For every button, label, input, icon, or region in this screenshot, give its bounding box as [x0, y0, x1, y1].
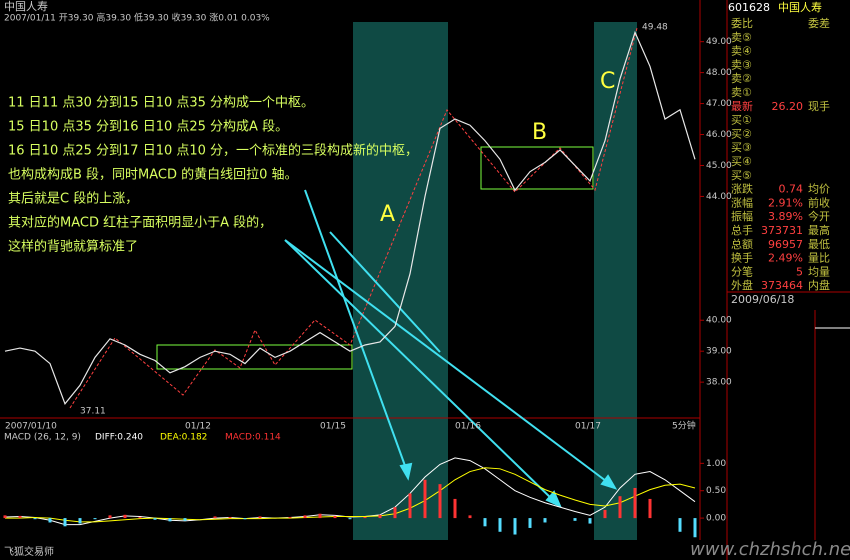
side-code: 601628: [728, 1, 770, 14]
x-tick-label: 01/16: [455, 422, 481, 432]
side-label: 均量: [808, 265, 830, 278]
annotation: 11 日11 点30 分到15 日10 点35 分构成一个中枢。: [8, 96, 314, 111]
y-tick-label: 40.00: [706, 316, 732, 326]
x-tick-label: 2007/01/10: [5, 422, 57, 432]
side-label: 买①: [731, 114, 752, 127]
side-label: 涨幅: [731, 196, 753, 209]
side-label: 今开: [808, 209, 830, 223]
side-label: 买②: [731, 127, 752, 140]
macd-title: MACD (26, 12, 9): [4, 433, 81, 443]
macd-line: [4, 457, 696, 526]
side-label: 卖①: [731, 86, 752, 99]
x-tick-label: 01/15: [320, 422, 346, 432]
y-tick-label: 39.00: [706, 347, 732, 357]
period-label: 5分钟: [672, 420, 696, 432]
side-label: 总手: [731, 223, 753, 237]
high-label: 49.48: [642, 23, 668, 33]
pivot-box: [480, 146, 594, 190]
annotation: 16 日10 点25 分到17 日10 点10 分，一个标准的三段构成新的中枢，: [8, 143, 418, 159]
side-value: 373464: [761, 279, 803, 292]
side-value: 2.49%: [768, 252, 803, 265]
y-tick-label: 1.00: [706, 459, 726, 469]
side-label: 最新: [731, 99, 753, 113]
side-label: 买④: [731, 155, 752, 168]
side-value: 373731: [761, 224, 803, 237]
annotation: 其对应的MACD 红柱子面积明显小于A 段的，: [8, 215, 272, 231]
annotation: 其后就是C 段的上涨，: [8, 191, 138, 207]
quote-info: 2007/01/11 开39.30 高39.30 低39.30 收39.30 涨…: [4, 12, 270, 24]
y-tick-label: 44.00: [706, 192, 732, 202]
side-label: 量比: [808, 252, 830, 265]
side-date: 2009/06/18: [731, 293, 794, 306]
side-label: 前收: [808, 195, 830, 209]
y-tick-label: 48.00: [706, 68, 732, 78]
price-line: [4, 30, 696, 406]
side-label: 卖⑤: [731, 31, 752, 44]
arrows: [284, 189, 618, 508]
annotation: 15 日10 点35 分到16 日10 点25 分构成A 段。: [8, 120, 288, 135]
segment-label: C: [600, 69, 615, 94]
y-tick-label: 0.00: [706, 514, 726, 524]
side-label: 最高: [808, 223, 830, 237]
side-label: 外盘: [731, 278, 753, 292]
side-value: 5: [796, 265, 803, 278]
legend-entry: DEA:0.182: [160, 433, 207, 443]
side-value: 3.89%: [768, 210, 803, 223]
y-tick-label: 49.00: [706, 37, 732, 47]
side-label: 买③: [731, 141, 752, 154]
stock-title: 中国人寿: [4, 0, 48, 13]
side-value: 96957: [768, 238, 803, 251]
side-value: 2.91%: [768, 196, 803, 209]
annotation: 这样的背驰就算标准了: [8, 239, 138, 255]
y-tick-label: 46.00: [706, 130, 732, 140]
side-label: 现手: [808, 99, 830, 113]
zigzag: [69, 27, 638, 409]
side-label: 卖③: [731, 58, 752, 71]
y-tick-label: 0.50: [706, 486, 726, 496]
side-label: 卖②: [731, 72, 752, 85]
side-label: 换手: [731, 251, 753, 265]
side-label: 涨跌: [731, 182, 753, 196]
side-value: 26.20: [772, 100, 804, 113]
y-tick-label: 45.00: [706, 161, 732, 171]
side-label: 买⑤: [731, 169, 752, 182]
software-name: 飞狐交易师: [4, 545, 54, 558]
legend-entry: DIFF:0.240: [95, 433, 143, 443]
side-label: 委比: [731, 17, 753, 30]
segment-c-band: [594, 22, 637, 540]
x-tick-label: 01/12: [185, 422, 211, 432]
side-label: 总额: [731, 237, 753, 251]
segment-label: B: [532, 120, 547, 145]
side-value: 0.74: [779, 183, 804, 196]
pivot-box: [156, 344, 353, 370]
watermark: www.chzhshch.net: [690, 539, 850, 560]
side-label: 振幅: [731, 209, 753, 223]
side-label: 均价: [808, 183, 830, 196]
macd-line: [5, 467, 696, 523]
y-tick-label: 38.00: [706, 378, 732, 388]
annotation: 也构成构成B 段，同时MACD 的黄白线回拉0 轴。: [8, 167, 298, 183]
x-tick-label: 01/17: [575, 422, 601, 432]
low-label: 37.11: [80, 407, 106, 417]
segment-label: A: [380, 202, 395, 227]
side-label: 内盘: [808, 278, 830, 292]
side-label: 分笔: [731, 264, 753, 278]
side-label: 卖④: [731, 45, 752, 58]
segment-a-band: [353, 22, 448, 540]
side-label: 最低: [808, 238, 830, 251]
side-name: 中国人寿: [778, 0, 822, 14]
side-label: 委差: [808, 16, 830, 30]
legend-entry: MACD:0.114: [225, 433, 281, 443]
y-tick-label: 47.00: [706, 99, 732, 109]
